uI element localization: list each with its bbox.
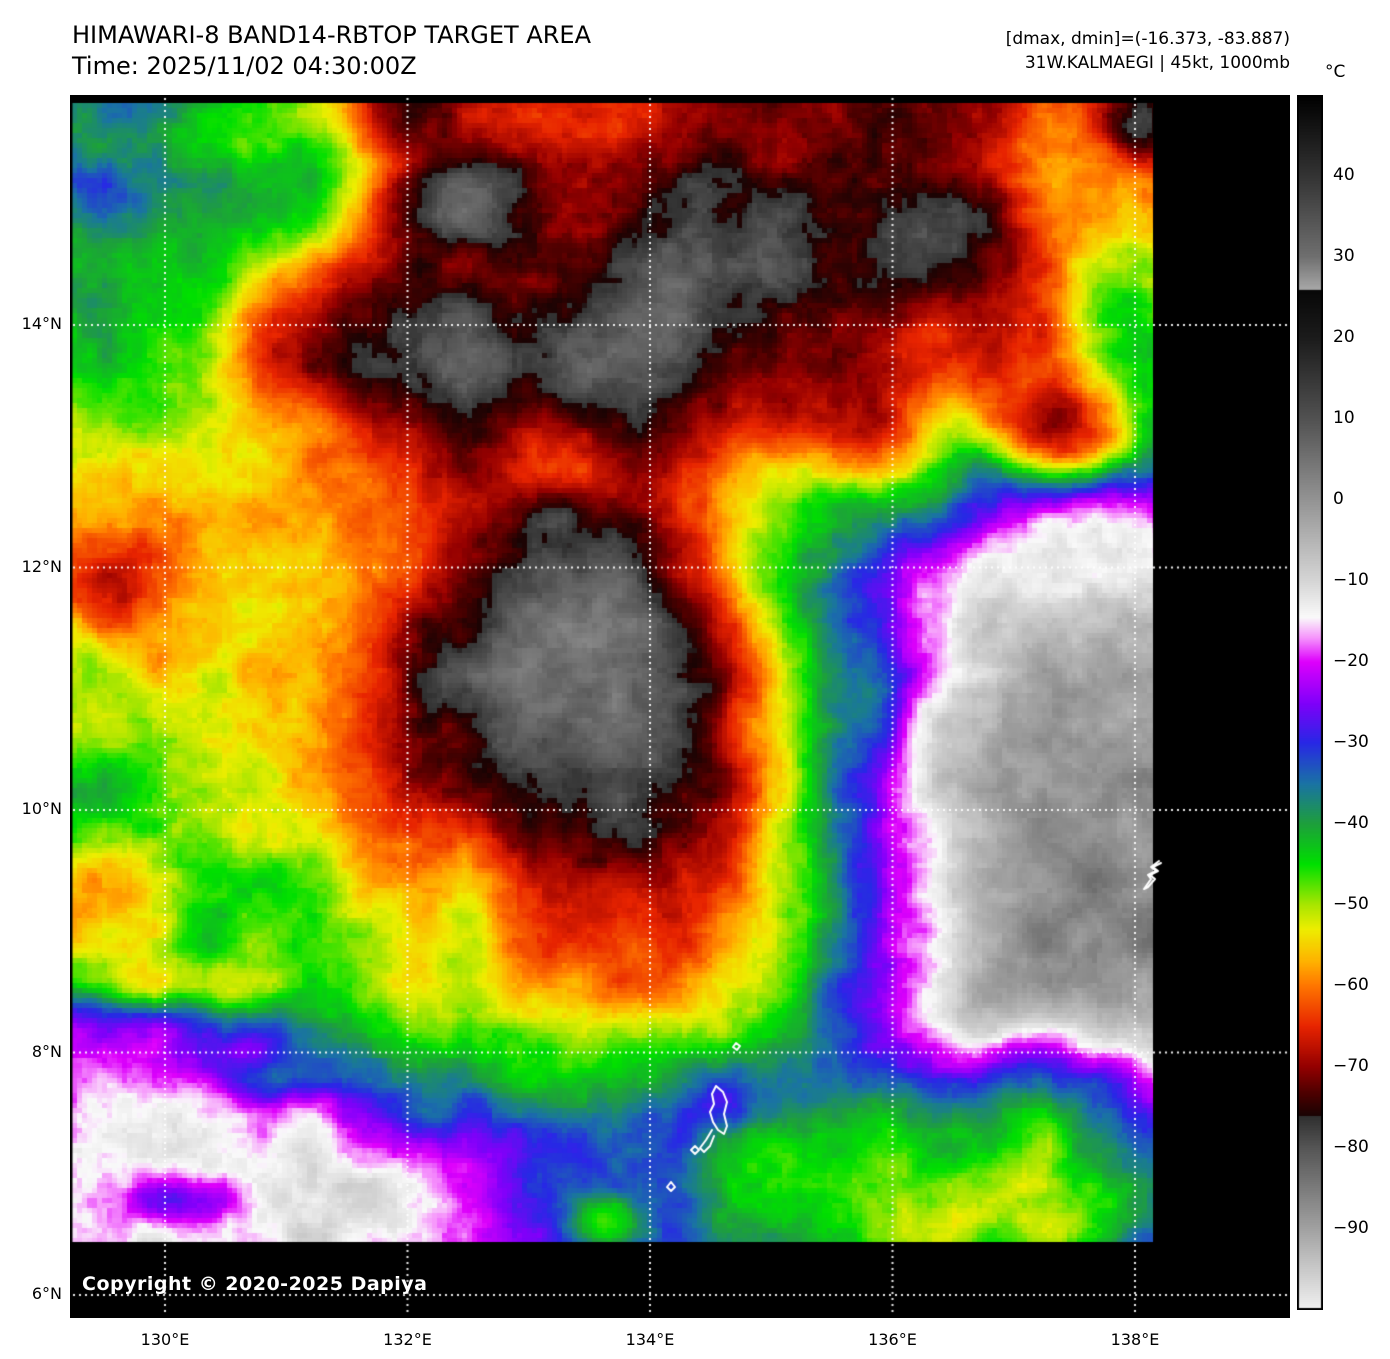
- colorbar-tick-label: 10: [1333, 408, 1355, 428]
- colorbar-tick-label: 40: [1333, 165, 1355, 185]
- satellite-ir-image: [70, 95, 1290, 1318]
- storm-info: 31W.KALMAEGI | 45kt, 1000mb: [1024, 53, 1290, 73]
- longitude-tick-label: 136°E: [868, 1330, 917, 1349]
- colorbar-tick-label: −20: [1333, 651, 1369, 671]
- figure-annotations: [dmax, dmin]=(-16.373, -83.887) 31W.KALM…: [1006, 27, 1290, 75]
- page-title: HIMAWARI-8 BAND14-RBTOP TARGET AREA: [72, 21, 592, 49]
- colorbar-unit-label: °C: [1325, 62, 1346, 82]
- colorbar-tick-label: 30: [1333, 246, 1355, 266]
- colorbar-tick-label: −60: [1333, 975, 1369, 995]
- colorbar-tick-label: 0: [1333, 489, 1344, 509]
- latitude-tick-label: 12°N: [21, 556, 62, 576]
- longitude-tick-label: 132°E: [383, 1330, 432, 1349]
- colorbar-tick-label: −30: [1333, 732, 1369, 752]
- colorbar-tick-label: −10: [1333, 570, 1369, 590]
- colorbar-tick-label: −90: [1333, 1218, 1369, 1238]
- longitude-tick-label: 134°E: [625, 1330, 675, 1349]
- latitude-tick-label: 6°N: [31, 1284, 62, 1303]
- latitude-tick-label: 10°N: [21, 799, 62, 818]
- longitude-tick-label: 130°E: [140, 1330, 190, 1349]
- figure-header: HIMAWARI-8 BAND14-RBTOP TARGET AREA Time…: [72, 20, 591, 82]
- latitude-tick-label: 14°N: [21, 314, 62, 333]
- colorbar-tick-label: −50: [1333, 894, 1369, 914]
- latitude-tick-label: 8°N: [31, 1041, 62, 1061]
- colorbar-tick-label: −40: [1333, 813, 1369, 833]
- dmax-dmin-readout: [dmax, dmin]=(-16.373, -83.887): [1005, 29, 1290, 49]
- copyright-watermark: Copyright © 2020-2025 Dapiya: [82, 1273, 428, 1295]
- colorbar-tick-label: 20: [1333, 327, 1355, 347]
- map-plot-area: Copyright © 2020-2025 Dapiya: [70, 95, 1290, 1318]
- timestamp: Time: 2025/11/02 04:30:00Z: [72, 52, 417, 80]
- colorbar-tick-label: −80: [1333, 1137, 1369, 1157]
- longitude-tick-label: 138°E: [1110, 1330, 1160, 1349]
- colorbar-tick-label: −70: [1333, 1056, 1369, 1076]
- colorbar: [1297, 95, 1323, 1310]
